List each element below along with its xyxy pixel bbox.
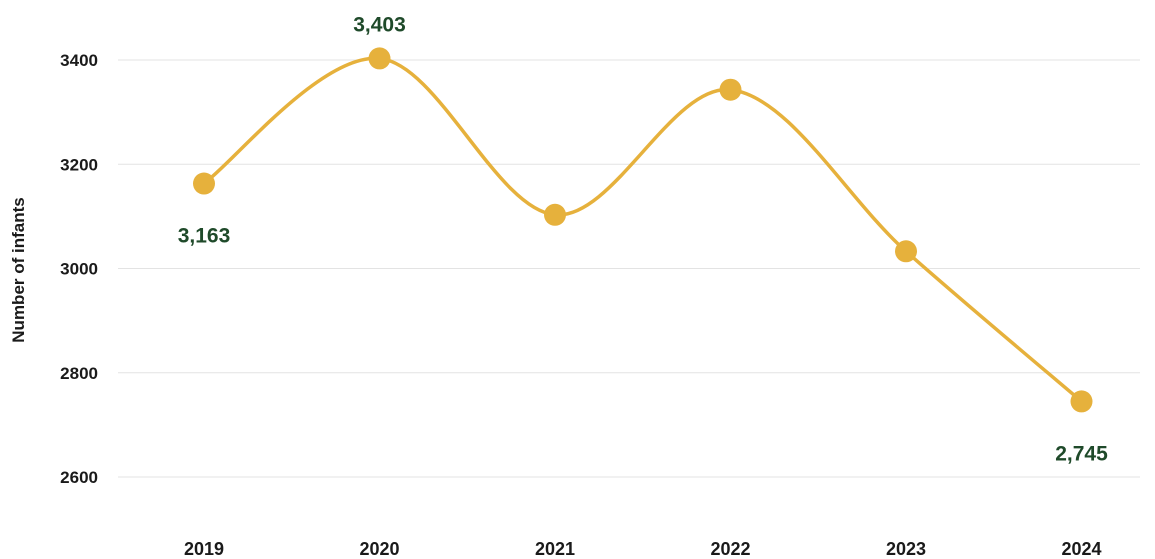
x-tick-label: 2020: [359, 539, 399, 559]
y-tick-label: 2800: [60, 364, 98, 383]
data-label-2024: 2,745: [1055, 442, 1108, 465]
y-axis-ticks: 2600 2800 3000 3200 3400: [60, 51, 98, 487]
data-point-2019: [193, 172, 215, 195]
data-point-2021: [544, 203, 566, 226]
series-line-path: [202, 56, 1084, 404]
x-axis-ticks: 2019 2020 2021 2022 2023 2024: [184, 539, 1102, 559]
data-labels: 3,163 3,403 2,745: [178, 13, 1108, 465]
x-tick-label: 2019: [184, 539, 224, 559]
y-tick-label: 2600: [60, 468, 98, 487]
data-point-2023: [895, 240, 917, 263]
y-tick-label: 3200: [60, 155, 98, 174]
x-tick-label: 2024: [1061, 539, 1101, 559]
data-points: [193, 47, 1093, 413]
y-axis-label: Number of infants: [9, 197, 28, 342]
data-label-2019: 3,163: [178, 225, 231, 248]
y-tick-label: 3000: [60, 260, 98, 279]
x-tick-label: 2021: [535, 539, 575, 559]
y-tick-label: 3400: [60, 51, 98, 70]
data-label-2020: 3,403: [353, 13, 406, 36]
data-point-2020: [368, 47, 391, 70]
data-point-2024: [1070, 390, 1093, 413]
grid-lines: [118, 59, 1140, 478]
x-tick-label: 2023: [886, 539, 926, 559]
x-tick-label: 2022: [710, 539, 750, 559]
data-point-2022: [719, 78, 742, 101]
series-line: [202, 56, 1084, 404]
